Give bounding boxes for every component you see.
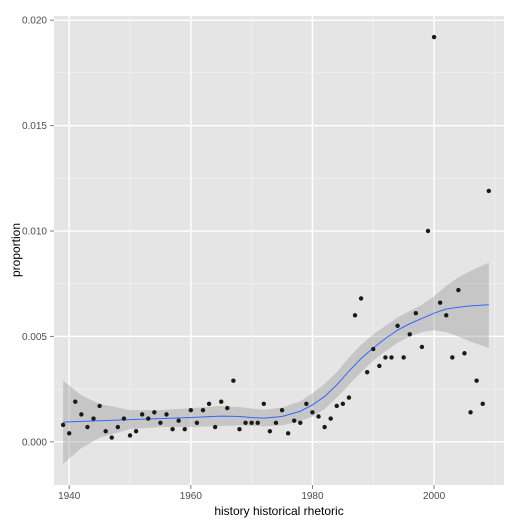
points-layer [60, 34, 491, 440]
data-point [97, 403, 102, 409]
data-point [474, 378, 479, 383]
data-point [364, 370, 370, 375]
data-point [164, 412, 169, 417]
data-point [425, 228, 431, 234]
data-point [285, 431, 291, 436]
data-point [212, 424, 218, 430]
data-point [456, 287, 461, 293]
data-point [60, 422, 66, 428]
data-point [200, 407, 206, 413]
data-point [419, 344, 425, 350]
data-point [328, 416, 333, 421]
x-tick-label: 2000 [423, 491, 446, 502]
data-point [298, 420, 303, 426]
data-point [334, 403, 339, 409]
data-point [231, 378, 236, 383]
data-point [115, 424, 121, 430]
data-point [377, 363, 382, 369]
data-point [127, 433, 133, 438]
data-point [407, 332, 412, 337]
data-point [261, 401, 266, 407]
data-point [219, 399, 224, 404]
y-tick-label: 0.020 [22, 16, 47, 27]
data-point [304, 401, 309, 407]
grid-major [54, 16, 504, 485]
plot-panel [54, 16, 504, 485]
data-point [310, 410, 315, 415]
x-tick-label: 1960 [180, 491, 203, 502]
data-point [322, 424, 327, 430]
grid-minor [54, 16, 504, 485]
data-point [139, 412, 145, 417]
x-axis: 1940 1960 1980 2000 [58, 485, 446, 502]
data-point [346, 395, 352, 400]
data-point [194, 420, 200, 426]
data-point [146, 416, 151, 421]
data-point [431, 34, 437, 40]
data-point [255, 420, 260, 426]
y-tick-label: 0.005 [22, 332, 47, 343]
confidence-ribbon [63, 262, 489, 464]
data-point [188, 407, 194, 413]
data-point [121, 416, 127, 421]
data-point [383, 355, 388, 360]
data-point [225, 405, 230, 411]
data-point [103, 429, 108, 434]
data-point [133, 429, 139, 434]
data-point [79, 412, 84, 417]
data-point [67, 431, 72, 436]
data-point [267, 429, 273, 434]
data-point [462, 351, 467, 356]
data-point [450, 355, 455, 360]
data-point [243, 420, 248, 426]
data-point [401, 355, 406, 360]
data-point [170, 426, 175, 432]
y-tick-label: 0.000 [22, 437, 47, 448]
data-point [486, 188, 491, 194]
y-axis-title: proportion [9, 223, 23, 277]
data-point [340, 401, 346, 407]
x-tick-label: 1980 [301, 491, 324, 502]
data-point [91, 416, 96, 421]
data-point [176, 418, 181, 423]
data-point [468, 410, 473, 415]
data-point [249, 420, 254, 426]
data-point [237, 426, 242, 432]
data-point [371, 346, 376, 352]
data-point [444, 313, 449, 318]
x-axis-title: history historical rhetoric [214, 504, 343, 518]
data-point [292, 418, 297, 423]
data-point [413, 311, 419, 316]
y-tick-label: 0.010 [22, 227, 47, 238]
data-point [85, 424, 90, 430]
smooth-line [63, 304, 489, 423]
data-point [316, 414, 321, 419]
data-point [158, 420, 163, 426]
data-point [352, 313, 358, 318]
data-point [182, 426, 187, 432]
data-point [109, 435, 114, 440]
y-axis: 0.000 0.005 0.010 0.015 0.020 [22, 16, 54, 448]
data-point [73, 399, 78, 404]
data-point [273, 420, 279, 426]
data-point [279, 407, 285, 413]
data-point [480, 401, 485, 407]
data-point [395, 323, 400, 329]
data-point [152, 410, 157, 415]
y-tick-label: 0.015 [22, 121, 47, 132]
x-tick-label: 1940 [58, 491, 81, 502]
data-point [389, 355, 394, 360]
data-point [206, 401, 212, 407]
data-point [358, 296, 364, 301]
data-point [437, 300, 443, 305]
